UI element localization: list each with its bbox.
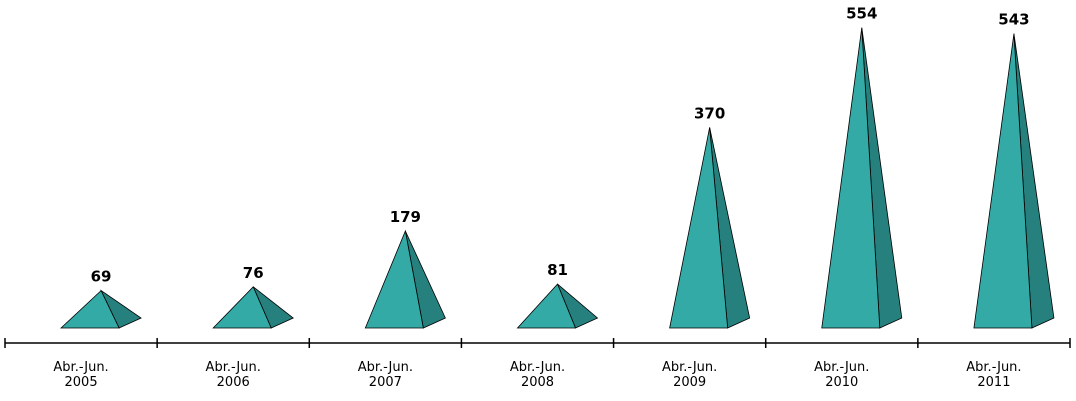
value-label: 179 xyxy=(390,208,421,226)
x-tick-label: Abr.-Jun. 2005 xyxy=(53,360,109,390)
pyramid-front xyxy=(821,27,881,329)
pyramid xyxy=(973,33,1055,329)
pyramid-front xyxy=(212,286,272,329)
pyramid-front xyxy=(364,229,424,329)
value-label: 81 xyxy=(547,261,568,279)
x-tick-label: Abr.-Jun. 2008 xyxy=(509,360,566,390)
value-label: 543 xyxy=(998,11,1029,29)
pyramid xyxy=(669,127,751,329)
pyramid-front xyxy=(973,33,1033,329)
pyramid-front xyxy=(516,283,577,329)
x-tick-label: Abr.-Jun. 2010 xyxy=(814,360,870,390)
x-tick-label: Abr.-Jun. 2011 xyxy=(966,360,1022,390)
value-label: 370 xyxy=(694,104,725,122)
pyramid-front xyxy=(669,127,729,329)
pyramid xyxy=(364,229,446,329)
pyramid xyxy=(516,283,599,329)
x-tick-label: Abr.-Jun. 2009 xyxy=(661,360,718,390)
pyramid xyxy=(60,289,142,329)
value-label: 69 xyxy=(91,268,112,286)
x-tick-label: Abr.-Jun. 2007 xyxy=(357,360,413,390)
pyramid xyxy=(821,27,903,329)
pyramid xyxy=(212,286,294,329)
value-label: 76 xyxy=(243,264,264,282)
pyramid-front xyxy=(60,289,120,329)
value-label: 554 xyxy=(846,5,877,23)
x-tick-label: Abr.-Jun. 2006 xyxy=(205,360,261,390)
